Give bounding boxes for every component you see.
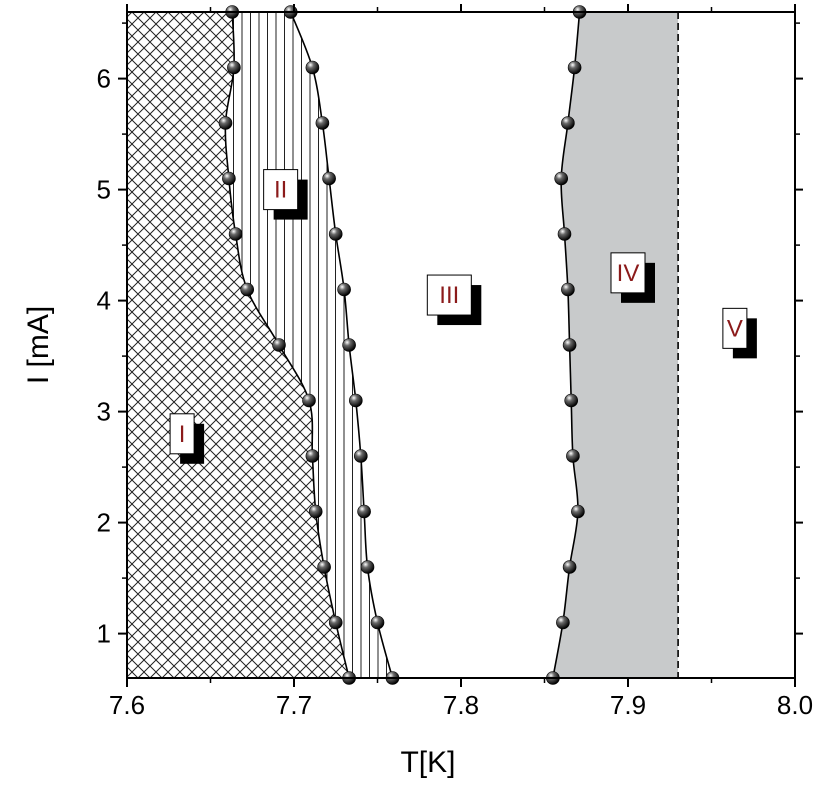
data-point (561, 116, 575, 130)
data-point (562, 560, 577, 574)
region-label-text: III (439, 282, 459, 309)
data-point (561, 282, 575, 297)
data-point (357, 504, 371, 519)
x-tick-label: 7.8 (443, 690, 479, 720)
data-point (305, 449, 320, 463)
data-point (337, 282, 351, 297)
region-label-text: I (179, 421, 186, 448)
data-point (328, 615, 343, 630)
data-point (353, 449, 368, 463)
data-point (571, 504, 585, 519)
region-i-fill (127, 12, 350, 678)
region-label-ii: II (263, 169, 308, 220)
data-point (348, 393, 363, 408)
data-point (315, 116, 330, 130)
data-point (240, 282, 254, 297)
x-tick-label: 8.0 (777, 690, 813, 720)
data-point (557, 227, 572, 241)
y-axis-title: I [mA] (22, 306, 55, 384)
y-tick-label: 6 (97, 64, 111, 94)
region-label-text: V (727, 315, 743, 342)
data-point (370, 615, 385, 630)
x-tick-label: 7.6 (109, 690, 145, 720)
data-point (328, 227, 343, 241)
region-label-iv: IV (610, 252, 655, 303)
region-label-i: I (169, 413, 205, 464)
y-tick-label: 4 (97, 286, 111, 316)
x-tick-label: 7.9 (610, 690, 646, 720)
data-point (302, 393, 316, 408)
y-tick-label: 3 (97, 397, 111, 427)
data-point (308, 504, 323, 519)
data-point (562, 338, 577, 352)
region-label-text: IV (617, 260, 640, 287)
data-point (567, 60, 582, 75)
region-label-v: V (722, 307, 757, 359)
data-point (317, 560, 331, 574)
data-point (272, 338, 286, 352)
x-tick-label: 7.7 (276, 690, 312, 720)
region-label-text: II (274, 177, 287, 204)
data-point (305, 60, 320, 75)
data-point (218, 116, 233, 130)
data-point (360, 560, 375, 574)
data-point (322, 171, 336, 186)
data-point (566, 449, 580, 463)
y-tick-label: 1 (97, 619, 111, 649)
y-tick-label: 5 (97, 175, 111, 205)
data-point (554, 171, 569, 186)
y-tick-label: 2 (97, 508, 111, 538)
data-point (227, 60, 241, 75)
data-point (556, 615, 570, 630)
region-label-iii: III (426, 274, 482, 326)
data-point (564, 393, 579, 408)
data-point (222, 171, 236, 186)
data-point (228, 227, 243, 241)
data-point (342, 338, 356, 352)
x-axis-title: T[K] (400, 746, 455, 779)
